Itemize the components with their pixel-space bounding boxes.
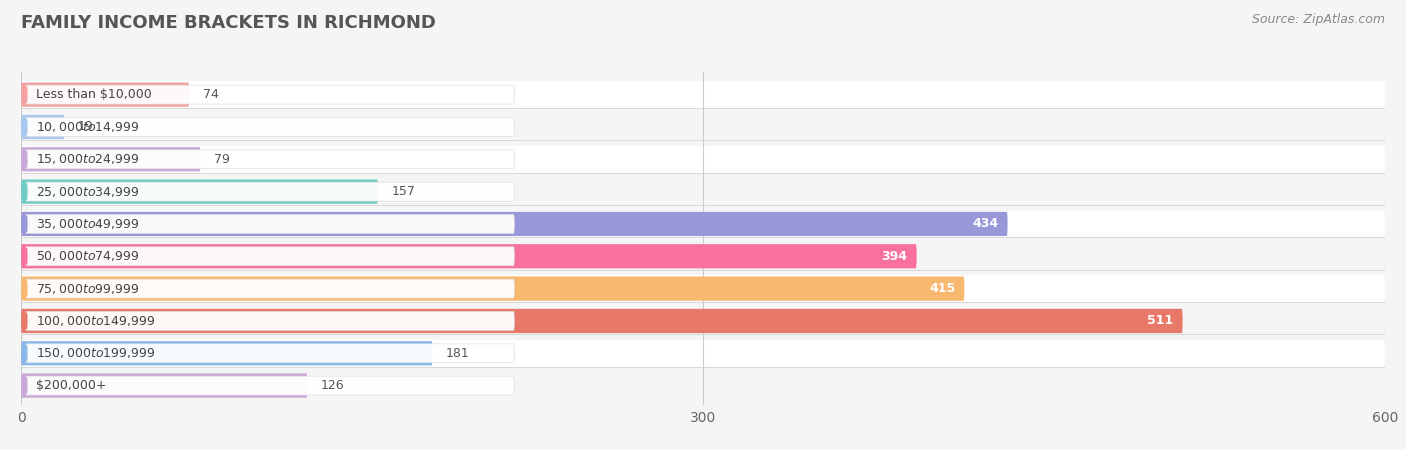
FancyBboxPatch shape	[21, 82, 190, 107]
FancyBboxPatch shape	[21, 276, 965, 301]
Text: 511: 511	[1147, 315, 1174, 328]
FancyBboxPatch shape	[21, 147, 201, 171]
FancyBboxPatch shape	[21, 309, 1182, 333]
Text: Source: ZipAtlas.com: Source: ZipAtlas.com	[1251, 14, 1385, 27]
FancyBboxPatch shape	[21, 341, 433, 365]
Text: $75,000 to $99,999: $75,000 to $99,999	[37, 282, 139, 296]
Text: 181: 181	[446, 347, 470, 360]
Text: $50,000 to $74,999: $50,000 to $74,999	[37, 249, 139, 263]
Text: $150,000 to $199,999: $150,000 to $199,999	[37, 346, 156, 360]
FancyBboxPatch shape	[21, 372, 1385, 399]
Text: 74: 74	[202, 88, 219, 101]
FancyBboxPatch shape	[21, 178, 1385, 205]
FancyBboxPatch shape	[21, 211, 1385, 237]
FancyBboxPatch shape	[21, 307, 1385, 334]
FancyBboxPatch shape	[21, 340, 1385, 367]
FancyBboxPatch shape	[21, 113, 1385, 140]
FancyBboxPatch shape	[21, 115, 65, 139]
FancyBboxPatch shape	[21, 275, 1385, 302]
FancyBboxPatch shape	[21, 180, 378, 204]
FancyBboxPatch shape	[25, 150, 515, 169]
FancyBboxPatch shape	[21, 244, 917, 268]
Text: 434: 434	[973, 217, 998, 230]
FancyBboxPatch shape	[25, 344, 515, 363]
Text: 79: 79	[214, 153, 231, 166]
Text: 394: 394	[882, 250, 908, 263]
FancyBboxPatch shape	[25, 247, 515, 266]
Text: Less than $10,000: Less than $10,000	[37, 88, 152, 101]
Text: 415: 415	[929, 282, 955, 295]
FancyBboxPatch shape	[25, 85, 515, 104]
Text: 126: 126	[321, 379, 344, 392]
FancyBboxPatch shape	[25, 215, 515, 234]
Text: $15,000 to $24,999: $15,000 to $24,999	[37, 152, 139, 166]
FancyBboxPatch shape	[25, 182, 515, 201]
Text: $35,000 to $49,999: $35,000 to $49,999	[37, 217, 139, 231]
FancyBboxPatch shape	[21, 243, 1385, 270]
Text: $100,000 to $149,999: $100,000 to $149,999	[37, 314, 156, 328]
Text: 157: 157	[392, 185, 415, 198]
FancyBboxPatch shape	[25, 311, 515, 330]
Text: $10,000 to $14,999: $10,000 to $14,999	[37, 120, 139, 134]
FancyBboxPatch shape	[21, 374, 308, 398]
Text: 19: 19	[77, 121, 94, 134]
Text: $25,000 to $34,999: $25,000 to $34,999	[37, 184, 139, 198]
Text: FAMILY INCOME BRACKETS IN RICHMOND: FAMILY INCOME BRACKETS IN RICHMOND	[21, 14, 436, 32]
FancyBboxPatch shape	[21, 212, 1008, 236]
FancyBboxPatch shape	[25, 279, 515, 298]
FancyBboxPatch shape	[25, 117, 515, 136]
FancyBboxPatch shape	[21, 146, 1385, 173]
FancyBboxPatch shape	[21, 81, 1385, 108]
FancyBboxPatch shape	[25, 376, 515, 395]
Text: $200,000+: $200,000+	[37, 379, 107, 392]
